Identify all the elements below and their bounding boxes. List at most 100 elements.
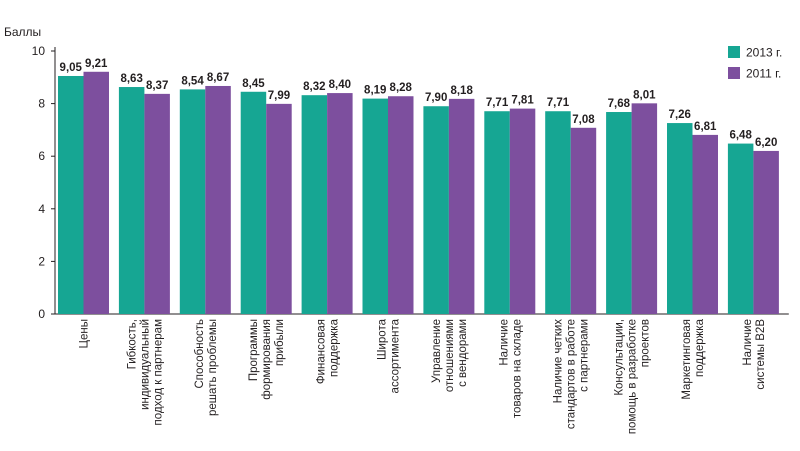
bar xyxy=(753,150,779,314)
category-label-line: с вендорами xyxy=(457,319,469,387)
category-label-line: Наличие четких xyxy=(553,319,565,404)
data-label: 6,20 xyxy=(755,137,777,149)
category-label: Наличие товаров на складе xyxy=(498,319,523,418)
category-labels: Цены Гибкость, индивидуальный подход к парт… xyxy=(79,318,767,434)
bar xyxy=(388,96,414,315)
category-label: Наличие четких стандартов в работе с партн… xyxy=(553,319,591,429)
bar xyxy=(631,103,658,314)
legend-label: 2013 г. xyxy=(746,46,782,60)
bar xyxy=(83,71,109,314)
category-label: Цены xyxy=(79,319,91,349)
category-label-line: решать проблемы xyxy=(207,319,219,416)
category-label-line: Финансовая xyxy=(316,319,328,384)
data-label: 8,19 xyxy=(364,85,386,97)
y-tick-label: 2 xyxy=(38,254,45,268)
legend-swatch xyxy=(728,46,740,58)
data-label: 9,05 xyxy=(60,62,83,74)
category-label: Консультации, помощь в разработке проектов xyxy=(614,319,652,434)
category-label: Гибкость, индивидуальный подход к партнера… xyxy=(126,319,164,426)
data-label: 7,71 xyxy=(547,97,570,109)
data-label: 8,63 xyxy=(120,73,142,85)
category-label-line: Наличие xyxy=(742,319,754,366)
y-tick-label: 0 xyxy=(38,307,45,321)
bar xyxy=(240,91,267,314)
category-label-line: товаров на складе xyxy=(511,319,523,418)
data-label: 6,81 xyxy=(694,121,717,133)
bar xyxy=(118,87,145,314)
category-label: Способность решать проблемы xyxy=(194,319,219,416)
data-label: 7,71 xyxy=(486,97,509,109)
bar xyxy=(327,93,353,314)
category-label-line: системы B2B xyxy=(755,319,767,390)
category-label-line: поддержка xyxy=(329,318,341,377)
data-labels: 9,05 9,21 8,63 8,37 8,54 8,67 8,457,99 8,32 8,40… xyxy=(60,58,778,149)
category-label: Управление отношениями с вендорами xyxy=(431,319,469,392)
bar xyxy=(448,98,475,314)
category-label-line: Наличие xyxy=(498,319,510,366)
data-label: 8,18 xyxy=(450,85,473,97)
data-label: 7,26 xyxy=(669,109,691,121)
y-tick-label: 6 xyxy=(38,149,45,163)
category-label-line: с партнерами xyxy=(579,319,591,392)
bar xyxy=(570,127,597,315)
category-label-line: Программы xyxy=(248,319,260,381)
category-label-line: подход к партнерам xyxy=(152,319,164,426)
data-label: 8,54 xyxy=(181,75,204,87)
category-label-line: индивидуальный xyxy=(139,319,151,410)
bar xyxy=(423,106,449,314)
y-tick-label: 4 xyxy=(38,202,45,216)
bar xyxy=(144,93,170,314)
data-label: 8,67 xyxy=(207,72,229,84)
bar xyxy=(266,103,292,314)
y-axis-title: Баллы xyxy=(4,25,41,39)
y-axis: 0 2 4 6 8 10 Баллы xyxy=(4,25,789,321)
category-label-line: Управление xyxy=(431,319,443,383)
category-label: Широта ассортимента xyxy=(377,318,402,393)
data-label: 6,48 xyxy=(729,130,752,142)
bar xyxy=(509,108,536,314)
category-label-line: Маркетинговая xyxy=(681,319,693,400)
category-label-line: проектов xyxy=(640,319,652,367)
category-label-line: Консультации, xyxy=(614,319,626,396)
category-label-line: поддержка xyxy=(694,318,706,377)
data-label: 9,21 xyxy=(85,58,108,70)
data-label: 7,08 xyxy=(572,114,595,126)
data-label: 7,90 xyxy=(425,92,447,104)
category-label-line: Способность xyxy=(194,319,206,389)
bar xyxy=(179,89,206,314)
category-label: Наличие системы B2B xyxy=(742,319,767,390)
bar xyxy=(362,98,388,314)
bar xyxy=(58,75,84,314)
y-tick-label: 8 xyxy=(38,97,45,111)
category-label-line: Цены xyxy=(79,319,91,349)
bar xyxy=(205,85,231,314)
bar xyxy=(484,111,510,315)
bar xyxy=(667,123,693,314)
data-label: 8,40 xyxy=(329,79,351,91)
data-label: 8,28 xyxy=(390,82,413,94)
data-label: 7,99 xyxy=(268,90,290,102)
category-label-line: стандартов в работе xyxy=(566,319,578,429)
data-label: 7,81 xyxy=(511,95,534,107)
category-label-line: ассортимента xyxy=(390,318,402,393)
y-tick-label: 10 xyxy=(32,44,46,58)
data-label: 8,32 xyxy=(303,81,325,93)
category-label-line: помощь в разработке xyxy=(627,319,639,434)
legend-swatch xyxy=(728,67,740,79)
category-label-line: Широта xyxy=(377,318,389,360)
category-label-line: формирования xyxy=(261,319,273,400)
bar xyxy=(692,134,718,314)
bar xyxy=(301,95,328,315)
category-label-line: Гибкость, xyxy=(126,319,138,369)
category-label: Финансовая поддержка xyxy=(316,318,341,384)
data-label: 8,01 xyxy=(633,89,656,101)
bar xyxy=(727,143,754,314)
category-label-line: отношениями xyxy=(444,319,456,392)
bars xyxy=(58,71,779,315)
category-label: Маркетинговая поддержка xyxy=(681,318,706,399)
bar xyxy=(545,111,571,315)
bar xyxy=(606,112,632,315)
category-label-line: прибыли xyxy=(274,319,286,366)
data-label: 8,37 xyxy=(146,80,168,92)
